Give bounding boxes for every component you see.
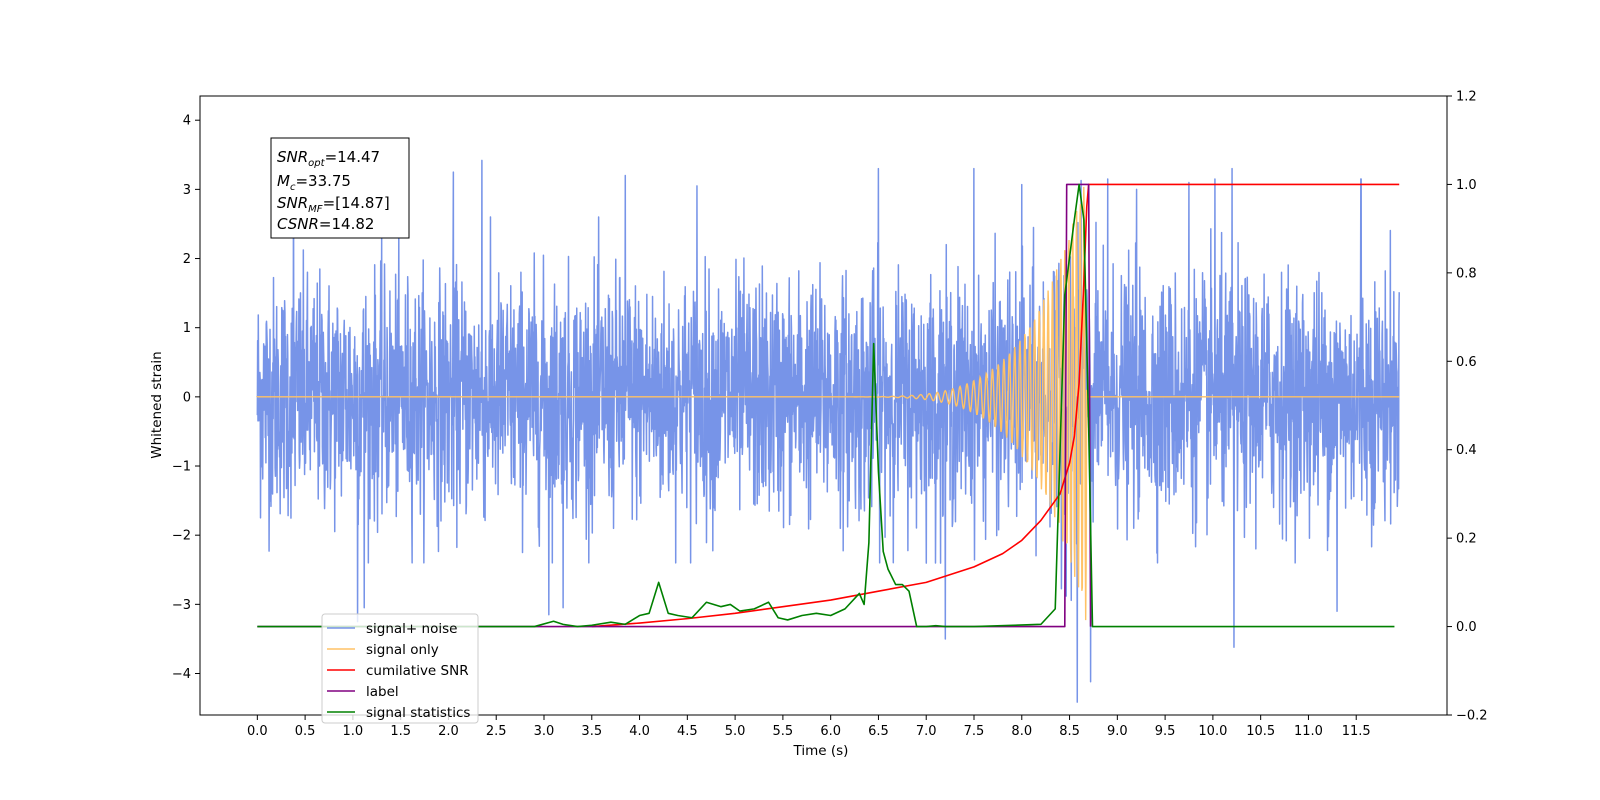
x-tick-label: 2.0	[438, 724, 459, 739]
y-tick-label-right: 0.2	[1456, 532, 1477, 547]
x-tick-label: 2.5	[486, 724, 507, 739]
x-tick-label: 7.0	[916, 724, 937, 739]
x-tick-label: 0.0	[247, 724, 268, 739]
x-tick-label: 5.0	[725, 724, 746, 739]
stats-box: SNRopt=14.47 Mc=33.75 SNRMF=[14.87] CSNR…	[270, 137, 410, 239]
x-tick-label: 0.5	[295, 724, 316, 739]
legend-frame	[321, 613, 479, 724]
y-axis-left: −4 −3 −2 −1 0 1 2 3 4	[172, 114, 200, 682]
y-tick-label-left: −2	[172, 529, 191, 544]
legend-items: signal+ noise signal only cumilative SNR la…	[327, 621, 470, 721]
legend-label: signal statistics	[366, 705, 470, 721]
x-tick-label: 7.5	[964, 724, 985, 739]
y-tick-label-left: 4	[183, 114, 191, 129]
legend: signal+ noise signal only cumilative SNR la…	[321, 613, 479, 724]
x-tick-label: 9.5	[1155, 724, 1176, 739]
series-layer	[256, 157, 1400, 703]
y-tick-label-left: 0	[183, 390, 191, 405]
y-tick-label-right: −0.2	[1456, 709, 1488, 724]
y-tick-label-right: 0.6	[1456, 355, 1477, 370]
x-tick-label: 6.5	[868, 724, 889, 739]
x-tick-label: 3.0	[534, 724, 555, 739]
x-axis: 0.0 0.5 1.0 1.5 2.0 2.5 3.0 3.5 4.0 4.5 5.0 5.5 6.0 6…	[247, 715, 1371, 739]
x-tick-label: 11.5	[1342, 724, 1371, 739]
x-tick-label: 5.5	[773, 724, 794, 739]
series-signal-statistics	[257, 183, 1395, 628]
series-signal-plus-noise	[256, 157, 1400, 703]
x-tick-label: 3.5	[581, 724, 602, 739]
x-axis-label: Time (s)	[793, 743, 849, 759]
y-tick-label-right: 0.8	[1456, 266, 1477, 281]
legend-label: signal+ noise	[366, 621, 457, 637]
stat-snr-mf: SNRMF=[14.87]	[277, 194, 390, 215]
stat-snr-opt: SNRopt=14.47	[277, 148, 380, 169]
y-tick-label-left: 3	[183, 183, 191, 198]
x-tick-label: 1.0	[343, 724, 364, 739]
x-tick-label: 8.5	[1059, 724, 1080, 739]
y-axis-right: −0.2 0.0 0.2 0.4 0.6 0.8 1.0 1.2	[1447, 90, 1488, 724]
series-cumulative-snr	[591, 183, 1400, 628]
legend-label: cumilative SNR	[366, 663, 469, 679]
x-tick-label: 10.0	[1198, 724, 1227, 739]
stats-box-frame	[270, 137, 410, 239]
x-tick-label: 6.0	[820, 724, 841, 739]
y-axis-label-left: Whitened strain	[149, 351, 165, 458]
y-tick-label-left: −4	[172, 667, 191, 682]
x-tick-label: 8.0	[1011, 724, 1032, 739]
stat-csnr: CSNR=14.82	[277, 215, 374, 233]
y-tick-label-left: 1	[183, 321, 191, 336]
x-tick-label: 1.5	[390, 724, 411, 739]
x-tick-label: 9.0	[1107, 724, 1128, 739]
legend-label: signal only	[366, 642, 439, 658]
y-tick-label-left: −3	[172, 598, 191, 613]
series-label	[257, 183, 1092, 628]
y-tick-label-left: 2	[183, 252, 191, 267]
plot-frame	[199, 95, 1448, 716]
y-tick-label-right: 0.4	[1456, 443, 1477, 458]
y-tick-label-left: −1	[172, 460, 191, 475]
y-tick-label-right: 0.0	[1456, 620, 1477, 635]
y-tick-label-right: 1.0	[1456, 178, 1477, 193]
x-tick-label: 4.0	[629, 724, 650, 739]
x-tick-label: 4.5	[677, 724, 698, 739]
stat-mc: Mc=33.75	[277, 172, 351, 193]
x-tick-label: 10.5	[1246, 724, 1275, 739]
y-tick-label-right: 1.2	[1456, 90, 1477, 105]
x-tick-label: 11.0	[1294, 724, 1323, 739]
series-signal-only	[256, 186, 1400, 621]
legend-label: label	[366, 684, 399, 700]
